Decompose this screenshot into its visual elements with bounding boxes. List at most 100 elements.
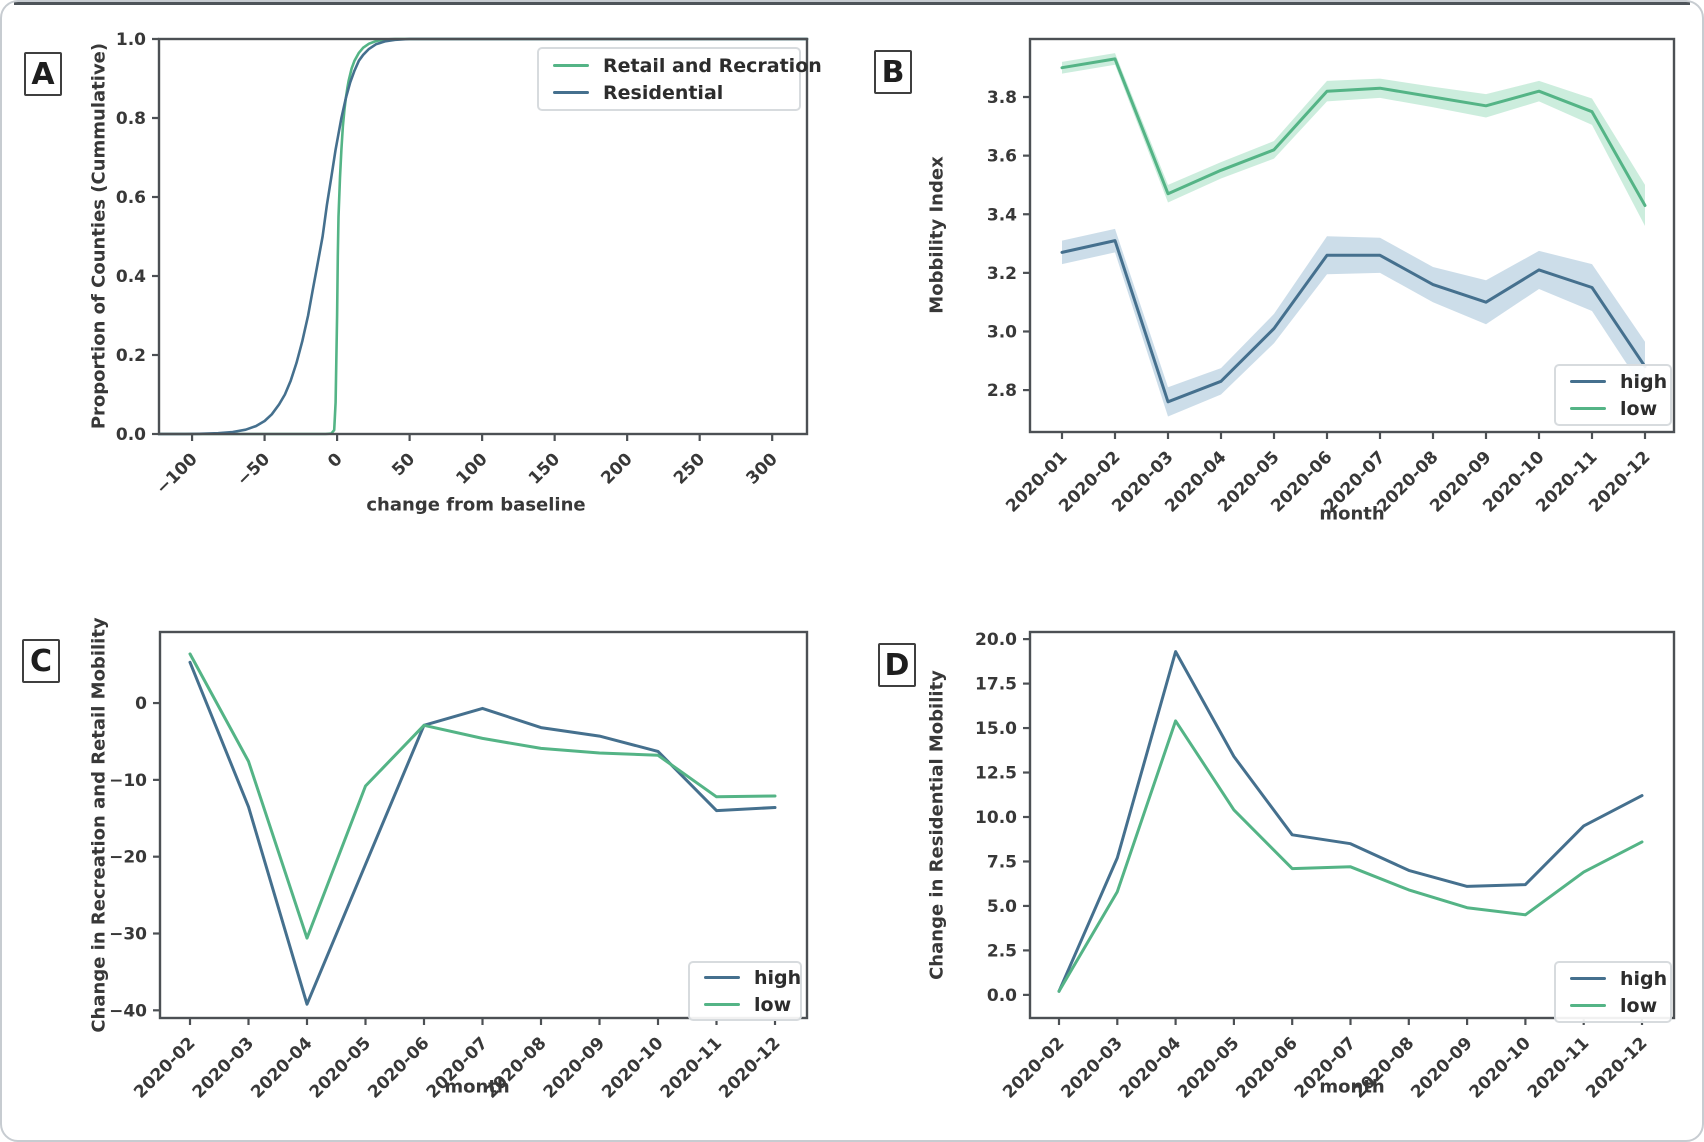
y-tick-label: 3.4 bbox=[987, 205, 1017, 225]
panel-b-legend: high low bbox=[1554, 364, 1672, 426]
y-tick-label: 10.0 bbox=[975, 808, 1017, 828]
y-tick-label: 3.8 bbox=[987, 88, 1017, 108]
legend-item: Residential bbox=[553, 82, 785, 104]
y-tick-label: 12.5 bbox=[975, 764, 1017, 784]
y-tick-label: 0.0 bbox=[987, 986, 1017, 1006]
panel-a-chart: −100 −50 0 50 100 150 200 250 300 0.0 0.2 0.4 0.6 0.8… bbox=[116, 30, 809, 499]
x-tick-label: 2020-04 bbox=[1116, 1033, 1185, 1102]
panel-c: C Change in Recreation and Retail Mobili… bbox=[2, 573, 854, 1140]
panel-a-legend: Retail and Recration Residential bbox=[537, 47, 822, 111]
panel-c-y-axis-label: Change in Recreation and Retail Mobility bbox=[88, 617, 110, 1033]
x-tick-label: 2020-03 bbox=[189, 1033, 258, 1102]
legend-swatch-high bbox=[1570, 380, 1606, 383]
panel-b-y-axis-label: Mobbility Index bbox=[926, 156, 948, 314]
x-tick-label: 2020-05 bbox=[306, 1033, 375, 1102]
legend-label: Residential bbox=[603, 81, 724, 104]
y-tick-label: −30 bbox=[109, 925, 147, 945]
panel-b-x-axis-label: month bbox=[1319, 503, 1385, 525]
legend-item: high bbox=[704, 967, 801, 989]
y-tick-label: 20.0 bbox=[975, 630, 1017, 650]
panel-d-legend: high low bbox=[1554, 961, 1672, 1023]
legend-swatch-retail bbox=[553, 64, 589, 67]
legend-item: low bbox=[1570, 995, 1657, 1017]
x-tick-label: 2020-11 bbox=[657, 1033, 726, 1102]
y-tick-label: −20 bbox=[109, 848, 147, 868]
legend-item: low bbox=[704, 994, 791, 1016]
x-tick-label: 150 bbox=[525, 449, 564, 488]
plot-spines bbox=[1028, 630, 1676, 1020]
top-rule bbox=[14, 2, 1690, 5]
series-line-residential bbox=[157, 37, 809, 436]
x-tick-label: 2020-06 bbox=[1232, 1033, 1301, 1102]
y-tick-label: 0.6 bbox=[116, 188, 146, 208]
y-tick-label: 3.2 bbox=[987, 264, 1017, 284]
y-tick-label: 15.0 bbox=[975, 719, 1017, 739]
panel-d-letter: D bbox=[878, 643, 916, 687]
y-tick-label: 1.0 bbox=[116, 30, 146, 50]
x-tick-label: 200 bbox=[597, 449, 636, 488]
panel-a-x-axis-label: change from baseline bbox=[366, 494, 586, 516]
y-tick-label: 7.5 bbox=[987, 852, 1017, 872]
legend-item: high bbox=[1570, 968, 1667, 990]
confidence-band-high bbox=[1062, 228, 1645, 417]
legend-swatch-low bbox=[1570, 1004, 1606, 1007]
panel-c-legend: high low bbox=[688, 961, 802, 1021]
legend-swatch-low bbox=[1570, 407, 1606, 410]
panel-b-chart: 2020-012020-022020-032020-042020-052020-… bbox=[987, 37, 1676, 517]
y-tick-label: −40 bbox=[109, 1001, 147, 1021]
panel-c-x-axis-label: month bbox=[444, 1076, 510, 1098]
x-tick-label: 2020-03 bbox=[1058, 1033, 1127, 1102]
y-tick-label: 3.6 bbox=[987, 147, 1017, 167]
legend-swatch-high bbox=[1570, 977, 1606, 980]
series-line-low bbox=[1060, 57, 1647, 207]
plot-spines bbox=[1028, 37, 1676, 434]
x-tick-label: 2020-11 bbox=[1524, 1033, 1593, 1102]
y-tick-label: 5.0 bbox=[987, 897, 1017, 917]
panel-a-letter: A bbox=[24, 52, 62, 96]
x-tick-label: 2020-05 bbox=[1174, 1033, 1243, 1102]
legend-item: low bbox=[1570, 397, 1658, 420]
x-tick-label: 2020-10 bbox=[1466, 1033, 1535, 1102]
y-tick-label: 2.5 bbox=[987, 941, 1017, 961]
x-tick-label: 2020-04 bbox=[247, 1033, 316, 1102]
x-tick-label: 2020-09 bbox=[1407, 1033, 1476, 1102]
x-tick-label: 2020-10 bbox=[598, 1033, 667, 1102]
panel-d-y-axis-label: Change in Residential Mobility bbox=[926, 670, 948, 980]
series-line-high bbox=[1060, 239, 1647, 404]
x-tick-label: 2020-12 bbox=[715, 1033, 784, 1102]
x-tick-label: 2020-02 bbox=[999, 1033, 1068, 1102]
legend-swatch-high bbox=[704, 976, 740, 979]
panel-a: A Proportion of Counties (Cummulative) c… bbox=[2, 2, 854, 573]
y-tick-label: 2.8 bbox=[987, 381, 1017, 401]
x-tick-label: 2020-09 bbox=[540, 1033, 609, 1102]
y-tick-label: 0.8 bbox=[116, 109, 146, 129]
x-tick-label: 2020-02 bbox=[130, 1033, 199, 1102]
y-tick-label: 3.0 bbox=[987, 322, 1017, 342]
x-tick-label: −100 bbox=[152, 449, 201, 498]
legend-item: Retail and Recration bbox=[553, 55, 822, 77]
panel-d-x-axis-label: month bbox=[1319, 1076, 1385, 1098]
x-tick-label: −50 bbox=[233, 449, 274, 490]
y-tick-label: 0.2 bbox=[116, 346, 146, 366]
x-tick-label: 100 bbox=[452, 449, 491, 488]
x-tick-label: 300 bbox=[742, 449, 781, 488]
y-tick-label: 0 bbox=[135, 694, 147, 714]
legend-label: high bbox=[1620, 967, 1668, 990]
x-tick-label: 0 bbox=[324, 449, 347, 472]
panel-b: B Mobbility Index month 2020-01 2020-02 20… bbox=[854, 2, 1702, 573]
x-tick-label: 2020-06 bbox=[364, 1033, 433, 1102]
legend-label: Retail and Recration bbox=[603, 54, 822, 77]
confidence-band-low bbox=[1062, 53, 1645, 226]
y-tick-label: 17.5 bbox=[975, 675, 1017, 695]
series-line-low bbox=[188, 652, 777, 940]
series-line-high bbox=[188, 660, 777, 1006]
legend-swatch-residential bbox=[553, 91, 589, 94]
series-line-low bbox=[1057, 719, 1644, 993]
legend-label: low bbox=[1620, 397, 1658, 420]
y-tick-label: 0.0 bbox=[116, 425, 146, 445]
series-line-high bbox=[1057, 650, 1644, 993]
panel-d: D Change in Residential Mobility month 2… bbox=[854, 573, 1702, 1140]
